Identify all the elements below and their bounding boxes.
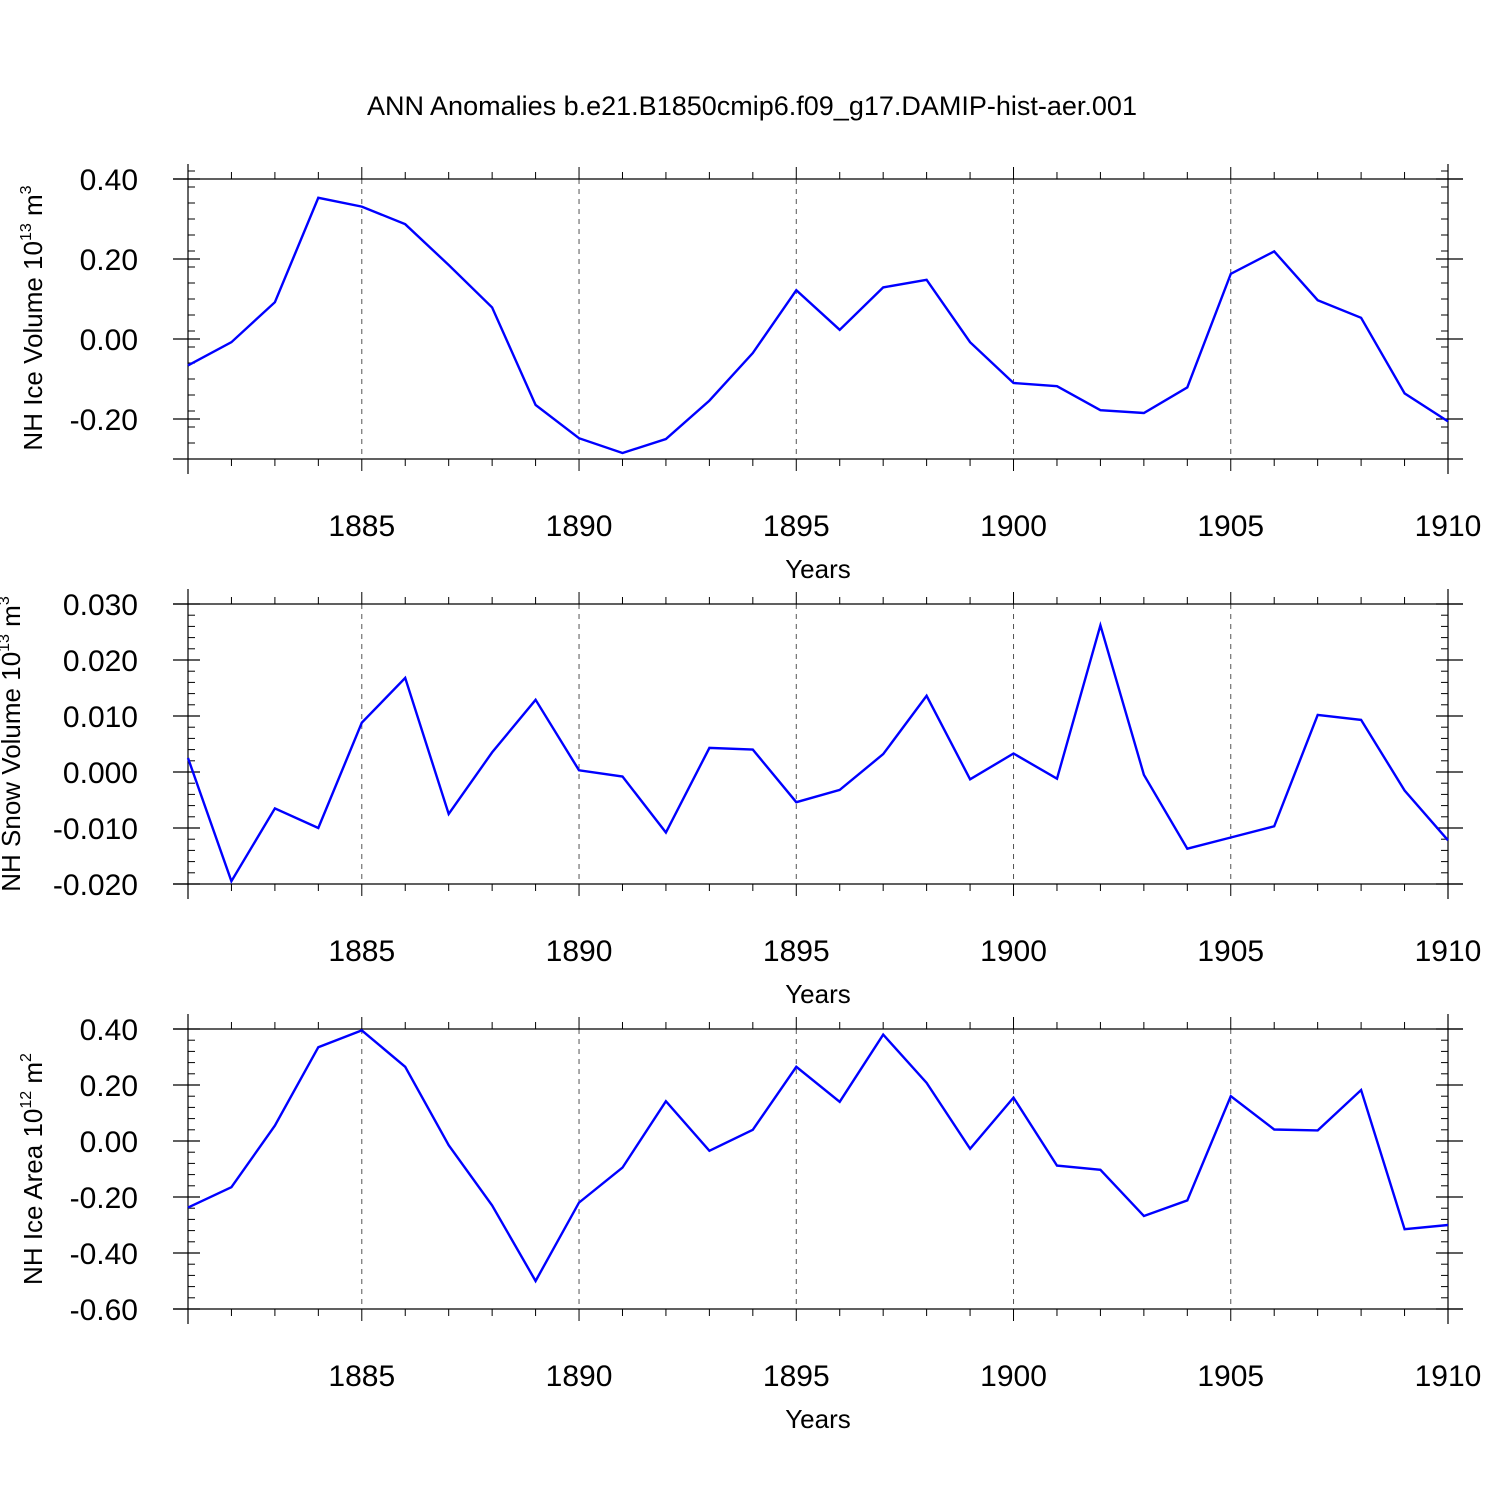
y-tick-label: 0.010 [63, 701, 138, 734]
chart-title: ANN Anomalies b.e21.B1850cmip6.f09_g17.D… [367, 91, 1137, 121]
x-tick-label: 1890 [546, 935, 613, 968]
panel-ice-volume: Years NH Ice Volume 1013 m3 1885 1890 1895… [18, 164, 1481, 584]
y-tick-label: -0.020 [53, 869, 138, 902]
y-axis-label-ice-volume: NH Ice Volume 1013 m3 [18, 185, 48, 450]
x-tick-label: 1910 [1415, 510, 1482, 543]
y-tick-label: -0.60 [70, 1294, 138, 1327]
x-axis-label-ice-volume: Years [785, 554, 851, 584]
x-tick-label: 1900 [980, 510, 1047, 543]
x-tick-label: 1890 [546, 1360, 613, 1393]
y-tick-label: 0.00 [80, 1126, 138, 1159]
x-tick-label: 1905 [1197, 1360, 1264, 1393]
x-tick-label: 1895 [763, 935, 830, 968]
x-axis-label-ice-area: Years [785, 1404, 851, 1434]
series-line-ice-area [187, 1029, 1449, 1284]
y-tick-label: 0.030 [63, 589, 138, 622]
y-tick-label: 0.00 [80, 324, 138, 357]
series-line-snow-volume [186, 620, 1449, 885]
y-tick-label: 0.000 [63, 757, 138, 790]
y-tick-label: 0.20 [80, 244, 138, 277]
x-tick-label: 1905 [1197, 510, 1264, 543]
x-tick-label: 1895 [763, 510, 830, 543]
x-axis-label-snow-volume: Years [785, 979, 851, 1009]
panel-ice-area: Years NH Ice Area 1012 m2 1885 1890 1895 19… [18, 1014, 1481, 1434]
x-tick-label: 1885 [328, 935, 395, 968]
y-tick-label: 0.20 [80, 1070, 138, 1103]
x-tick-label: 1910 [1415, 935, 1482, 968]
y-tick-label: 0.40 [80, 1014, 138, 1047]
y-tick-label: 0.40 [80, 164, 138, 197]
y-axis-label-snow-volume: NH Snow Volume 1013 m3 [0, 596, 26, 892]
panel-snow-volume: Years NH Snow Volume 1013 m3 1885 1890 189… [0, 589, 1481, 1009]
y-tick-label: -0.20 [70, 1182, 138, 1215]
x-tick-label: 1895 [763, 1360, 830, 1393]
x-tick-label: 1910 [1415, 1360, 1482, 1393]
x-tick-label: 1905 [1197, 935, 1264, 968]
x-tick-label: 1890 [546, 510, 613, 543]
y-tick-label: 0.020 [63, 645, 138, 678]
x-tick-label: 1900 [980, 935, 1047, 968]
y-tick-label: -0.40 [70, 1238, 138, 1271]
y-tick-label: -0.20 [70, 404, 138, 437]
y-axis-label-ice-area: NH Ice Area 1012 m2 [18, 1053, 48, 1285]
y-tick-label: -0.010 [53, 813, 138, 846]
x-tick-label: 1885 [328, 510, 395, 543]
x-tick-label: 1885 [328, 1360, 395, 1393]
x-tick-label: 1900 [980, 1360, 1047, 1393]
series-line-ice-volume [187, 196, 1449, 455]
